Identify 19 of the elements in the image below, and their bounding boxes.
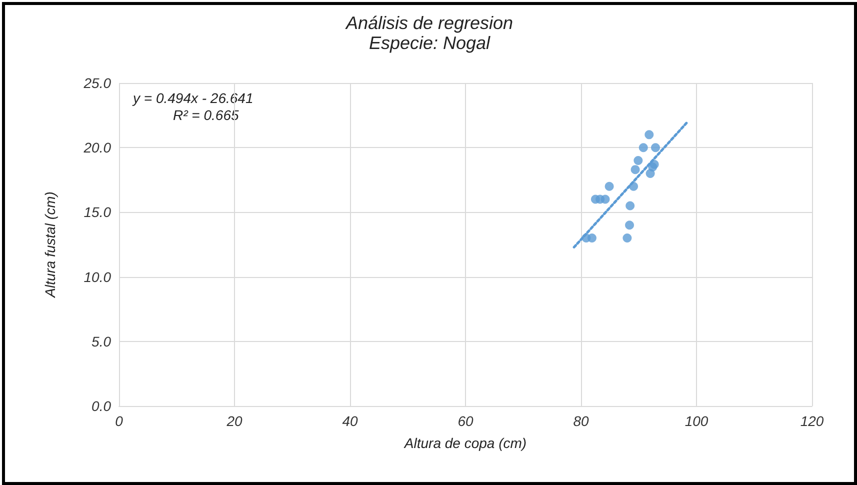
y-tick-label: 20.0 — [82, 140, 112, 156]
y-tick-label: 5.0 — [92, 333, 112, 350]
x-tick-label: 80 — [573, 413, 589, 429]
x-axis-title: Altura de copa (cm) — [403, 435, 527, 451]
y-tick-label: 15.0 — [84, 204, 112, 220]
annotation: y = 0.494x - 26.641 — [132, 90, 254, 106]
y-tick-label: 0.0 — [92, 398, 112, 414]
x-tick-label: 40 — [342, 413, 358, 429]
chart-title: Análisis de regresion — [344, 13, 514, 33]
y-axis-title: Altura fustal (cm) — [42, 192, 58, 298]
y-tick-label: 25.0 — [82, 75, 112, 91]
x-tick-label: 60 — [458, 413, 474, 429]
annotation: R² = 0.665 — [173, 107, 239, 123]
x-tick-label: 20 — [226, 413, 242, 429]
x-tick-label: 120 — [800, 413, 824, 429]
y-tick-label: 10.0 — [84, 268, 112, 285]
chart-subtitle: Especie: Nogal — [368, 33, 492, 53]
x-tick-label: 0 — [115, 413, 124, 429]
x-tick-label: 100 — [684, 413, 708, 429]
